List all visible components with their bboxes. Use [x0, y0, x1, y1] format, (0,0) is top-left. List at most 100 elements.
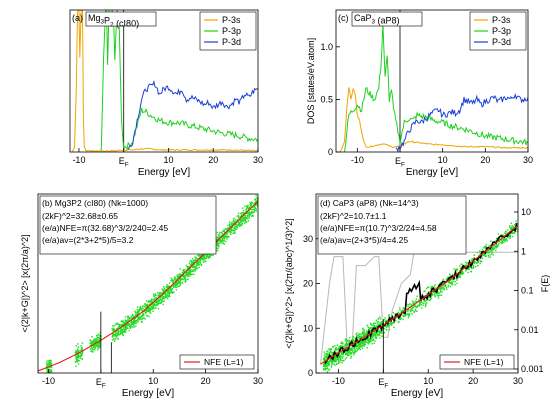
scatter-point [495, 240, 497, 242]
scatter-point [151, 306, 153, 309]
scatter-point [120, 321, 123, 323]
scatter-point [513, 226, 516, 228]
scatter-point [365, 339, 367, 341]
scatter-point [403, 309, 405, 312]
scatter-point [192, 261, 194, 264]
scatter-point [124, 326, 126, 329]
scatter-point [228, 226, 231, 229]
scatter-point [220, 241, 223, 243]
scatter-point [77, 346, 79, 348]
scatter-point [50, 362, 53, 365]
series-line-p-3p [100, 10, 258, 151]
scatter-point [217, 241, 219, 243]
scatter-point [161, 288, 163, 290]
scatter-point [378, 323, 380, 325]
scatter-point [222, 236, 225, 239]
plot-area [339, 10, 528, 152]
scatter-point [77, 349, 79, 352]
scatter-point [446, 288, 448, 290]
scatter-point [256, 199, 258, 201]
scatter-point [170, 288, 172, 290]
scatter-point [510, 227, 512, 229]
scatter-point [423, 290, 425, 293]
scatter-point [200, 258, 202, 261]
scatter-point [120, 328, 122, 330]
scatter-point [191, 273, 193, 275]
scatter-point [434, 284, 436, 286]
scatter-point [414, 304, 416, 306]
scatter-point [437, 292, 440, 294]
scatter-point [509, 237, 511, 240]
scatter-point [93, 346, 95, 349]
scatter-point [494, 247, 496, 249]
scatter-point [157, 304, 159, 306]
scatter-point [174, 282, 177, 284]
scatter-point [197, 258, 199, 260]
scatter-point [133, 324, 135, 326]
scatter-point [147, 301, 150, 303]
scatter-point [513, 224, 516, 226]
scatter-point [330, 350, 332, 353]
scatter-point [359, 342, 361, 344]
scatter-point [379, 330, 382, 332]
scatter-point [50, 366, 53, 368]
scatter-point [149, 311, 151, 314]
scatter-point [377, 321, 379, 323]
scatter-point [127, 327, 129, 329]
scatter-point [429, 290, 431, 293]
scatter-point [220, 235, 223, 237]
scatter-point [242, 217, 244, 219]
scatter-point [241, 214, 243, 217]
scatter-point [145, 310, 147, 313]
scatter-point [411, 309, 413, 311]
scatter-point [374, 332, 376, 335]
scatter-point [348, 350, 350, 352]
scatter-point [226, 228, 228, 230]
scatter-point [97, 348, 99, 351]
scatter-point [183, 276, 185, 278]
scatter-point [153, 293, 155, 295]
scatter-point [347, 355, 349, 357]
scatter-point [216, 247, 218, 249]
scatter-point [426, 292, 428, 295]
scatter-point [157, 308, 160, 310]
scatter-point [135, 314, 138, 317]
scatter-point [500, 239, 502, 241]
scatter-point [186, 266, 188, 268]
scatter-point [504, 236, 506, 239]
scatter-point [216, 238, 219, 240]
scatter-point [372, 333, 375, 335]
scatter-point [466, 268, 469, 270]
scatter-point [188, 271, 191, 274]
scatter-point [324, 369, 326, 371]
scatter-point [377, 330, 380, 332]
legend-label: P-3d [492, 37, 511, 47]
scatter-point [345, 342, 348, 344]
scatter-point [230, 228, 232, 230]
scatter-point [115, 336, 118, 339]
scatter-point [474, 265, 477, 268]
scatter-point [359, 337, 361, 339]
scatter-point [112, 329, 114, 332]
y-tick-label: 20 [303, 279, 313, 289]
scatter-point [153, 298, 155, 301]
scatter-point [153, 304, 155, 307]
scatter-point [399, 316, 402, 319]
scatter-point [128, 329, 130, 332]
scatter-point [375, 337, 377, 339]
scatter-point [179, 268, 181, 270]
scatter-point [251, 212, 253, 214]
scatter-point [146, 315, 149, 317]
scatter-point [121, 332, 123, 335]
scatter-point [129, 327, 131, 329]
scatter-point [186, 273, 188, 275]
scatter-point [339, 358, 341, 361]
scatter-point [388, 315, 390, 317]
series-line-p-3s [339, 87, 528, 152]
scatter-point [238, 215, 240, 218]
scatter-point [170, 291, 173, 293]
scatter-point [179, 273, 181, 275]
scatter-point [199, 262, 202, 265]
scatter-point [336, 359, 338, 361]
scatter-point [509, 236, 511, 238]
